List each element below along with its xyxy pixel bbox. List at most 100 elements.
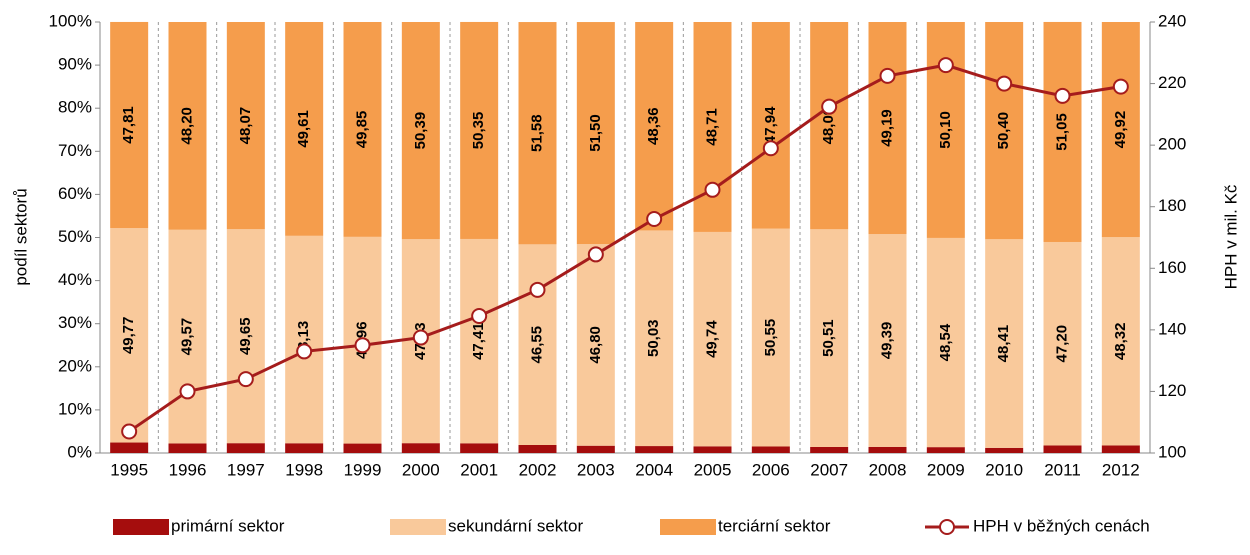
y-tick-label: 10% [58, 399, 92, 418]
bar-segment [343, 22, 382, 237]
x-tick-label: 2001 [460, 460, 498, 479]
x-tick-label: 2008 [869, 460, 907, 479]
y2-tick-label: 220 [1158, 73, 1186, 92]
line-marker [179, 383, 196, 400]
bar-segment [285, 443, 324, 453]
value-label: 49,92 [1112, 111, 1129, 149]
value-label: 47,20 [1053, 325, 1070, 363]
x-tick-label: 2004 [635, 460, 673, 479]
bar-segment [751, 446, 790, 453]
line-marker [529, 281, 546, 298]
line-marker [821, 98, 838, 115]
legend-marker [939, 519, 955, 535]
bar-segment [226, 22, 265, 230]
value-label: 46,55 [528, 326, 545, 364]
line-marker [762, 140, 779, 157]
bar-segment [110, 21, 149, 229]
bar-segment [693, 231, 732, 447]
line-marker [471, 308, 488, 325]
value-label: 50,35 [470, 112, 487, 150]
value-label: 49,57 [178, 318, 195, 356]
x-tick-label: 2006 [752, 460, 790, 479]
value-label: 49,39 [878, 322, 895, 360]
line-marker [1112, 78, 1129, 95]
bar-segment [460, 443, 499, 453]
value-label: 48,36 [645, 107, 662, 145]
bar-segment [926, 447, 965, 453]
legend-label: sekundární sektor [448, 516, 583, 535]
bar-segment [110, 228, 149, 443]
bar-segment [576, 244, 615, 446]
value-label: 50,55 [762, 319, 779, 357]
y-tick-label: 100% [49, 11, 92, 30]
bar-segment [810, 22, 849, 230]
y-tick-label: 50% [58, 227, 92, 246]
value-label: 51,05 [1053, 113, 1070, 151]
y2-tick-label: 120 [1158, 381, 1186, 400]
line-marker [704, 181, 721, 198]
x-tick-label: 1998 [285, 460, 323, 479]
value-label: 49,19 [878, 109, 895, 147]
bar-segment [401, 22, 440, 240]
bar-segment [1101, 445, 1140, 453]
legend-swatch [660, 519, 716, 535]
line-marker [937, 57, 954, 74]
x-tick-label: 1995 [110, 460, 148, 479]
y2-tick-label: 160 [1158, 258, 1186, 277]
bar-segment [460, 21, 499, 239]
y-tick-label: 80% [58, 98, 92, 117]
legend-swatch [390, 519, 446, 535]
bar-segment [926, 237, 965, 448]
y2-tick-label: 180 [1158, 196, 1186, 215]
value-label: 50,03 [645, 319, 662, 357]
bar-segment [460, 238, 499, 444]
line [128, 63, 1122, 433]
value-label: 49,65 [237, 317, 254, 355]
value-label: 48,20 [178, 107, 195, 145]
value-label: 48,09 [820, 107, 837, 145]
bar-segment [985, 22, 1024, 240]
x-tick-label: 2009 [927, 460, 965, 479]
bar-segment [751, 22, 790, 229]
bar-segment [285, 22, 324, 236]
y2-tick-label: 140 [1158, 319, 1186, 338]
y2-axis-label: HPH v mil. Kč [1221, 184, 1240, 289]
bar-segment [343, 443, 382, 453]
value-label: 50,39 [412, 112, 429, 150]
line-marker [296, 343, 313, 360]
line-marker [121, 423, 138, 440]
bar-segment [868, 446, 907, 453]
y2-tick-label: 100 [1158, 442, 1186, 461]
value-label: 48,71 [703, 108, 720, 146]
value-label: 48,54 [937, 323, 954, 361]
x-tick-label: 1999 [344, 460, 382, 479]
bar-segment [518, 444, 557, 453]
bar-segment [401, 443, 440, 453]
legend-swatch [113, 519, 169, 535]
legend-label: terciární sektor [718, 516, 831, 535]
y-axis-label: podíl sektorů [11, 188, 30, 285]
y-tick-label: 70% [58, 141, 92, 160]
bar-segment [168, 229, 207, 444]
value-label: 50,10 [937, 111, 954, 149]
bar-segment [810, 229, 849, 447]
value-label: 51,58 [528, 114, 545, 152]
value-label: 50,51 [820, 319, 837, 357]
bar-segment [576, 22, 615, 245]
bar-segment [868, 22, 907, 235]
line-marker [412, 329, 429, 346]
line-marker [1054, 87, 1071, 104]
value-label: 48,41 [995, 325, 1012, 363]
value-label: 47,81 [120, 106, 137, 144]
x-tick-label: 2005 [694, 460, 732, 479]
bar-segment [110, 442, 149, 453]
bar-segment [751, 228, 790, 447]
bar-segment [168, 443, 207, 453]
bar-segment [635, 446, 674, 453]
bar-segment [518, 244, 557, 445]
x-tick-label: 2007 [810, 460, 848, 479]
bar-segment [868, 234, 907, 447]
bar-segment [635, 230, 674, 447]
value-label: 49,77 [120, 316, 137, 354]
bar-segment [1043, 445, 1082, 453]
